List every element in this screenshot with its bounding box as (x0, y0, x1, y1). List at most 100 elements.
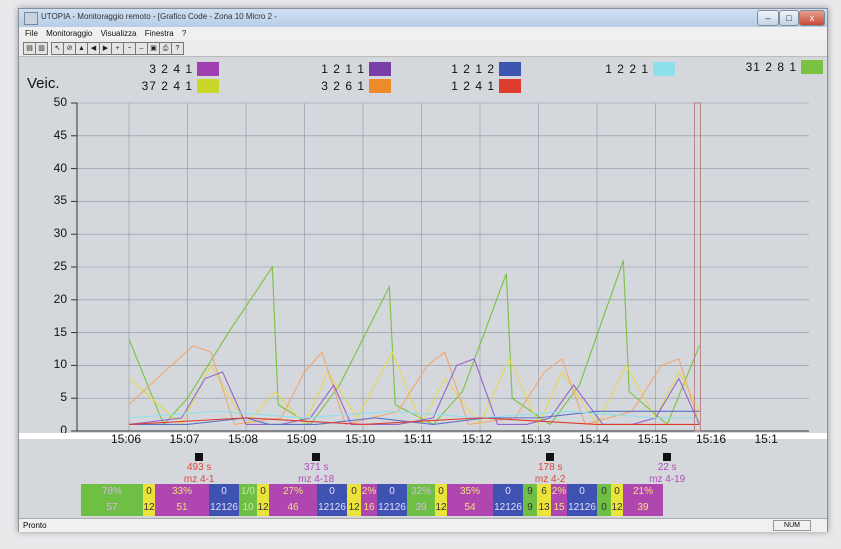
legend-entry: 1 2 1 1 (261, 62, 391, 78)
phase-cell: 0 (597, 500, 611, 516)
y-tick-label: 20 (53, 291, 67, 306)
legend-label: 1 2 1 1 (321, 62, 365, 76)
title-bar[interactable]: UTOPIA - Monitoraggio remoto - [Grafico … (19, 9, 827, 27)
phase-marker[interactable] (663, 453, 672, 461)
phase-marker[interactable] (195, 453, 204, 461)
legend-label: 37 2 4 1 (141, 79, 193, 93)
menu-visualizza[interactable]: Visualizza (100, 29, 137, 38)
phase-cell: 39 (407, 500, 435, 516)
phase-cell: 33% (155, 484, 209, 500)
menu-monitoraggio[interactable]: Monitoraggio (46, 29, 93, 38)
marker-time: 493 s (186, 462, 212, 473)
phase-cell: 12126 (209, 500, 239, 516)
legend-swatch (369, 62, 391, 76)
y-axis-label: Veic. (27, 75, 60, 92)
phase-cell: 12126 (377, 500, 407, 516)
x-tick-label: 15:16 (696, 432, 727, 446)
phase-cell: 12 (435, 500, 447, 516)
menu-help[interactable]: ? (181, 29, 187, 38)
phase-cell: 0 (493, 484, 523, 500)
forward-icon[interactable]: ▶ (99, 42, 112, 55)
phase-cell: 0 (435, 484, 447, 500)
phase-marker[interactable] (312, 453, 321, 461)
legend-entry: 1 2 1 2 (391, 62, 521, 78)
legend-swatch (499, 79, 521, 93)
legend-entry: 3 2 6 1 (261, 79, 391, 95)
close-button[interactable]: x (799, 10, 825, 26)
phase-cell: 13 (537, 500, 551, 516)
phase-marker[interactable] (546, 453, 555, 461)
maximize-button[interactable]: □ (779, 10, 799, 26)
phase-cell: 78% (81, 484, 143, 500)
phase-cell: 0 (611, 484, 623, 500)
phase-cell: 32% (407, 484, 435, 500)
phase-cell: 27% (269, 484, 317, 500)
y-tick-label: 40 (53, 160, 67, 175)
x-tick-label: 15:14 (579, 432, 610, 446)
phase-cell: 12 (143, 500, 155, 516)
queue-chart (71, 102, 809, 432)
phase-cell: 12 (347, 500, 361, 516)
x-tick-label: 15:06 (111, 432, 142, 446)
phase-cell: 0 (257, 484, 269, 500)
phase-cell: 1/0 (239, 484, 257, 500)
status-text: Pronto (23, 521, 47, 530)
x-tick-label: 15:09 (286, 432, 317, 446)
phase-cell: 9 (523, 500, 537, 516)
menu-finestra[interactable]: Finestra (144, 29, 174, 38)
y-tick-label: 0 (60, 423, 67, 437)
y-tick-label: 15 (53, 324, 67, 339)
phase-cell: 12126 (493, 500, 523, 516)
series-line (128, 260, 700, 426)
num-lock-indicator: NUM (773, 520, 811, 531)
legend-swatch (197, 79, 219, 93)
phase-cell: 0 (317, 484, 347, 500)
marker-zone: mz 4-18 (298, 474, 335, 485)
x-tick-label: 15:10 (345, 432, 376, 446)
disk-icon[interactable]: ▣ (147, 42, 160, 55)
phase-cell: 6 (537, 484, 551, 500)
legend-swatch (369, 79, 391, 93)
legend-entry: 3 2 4 1 (89, 62, 219, 78)
legend-swatch (499, 62, 521, 76)
legend-swatch (801, 60, 823, 74)
app-window: UTOPIA - Monitoraggio remoto - [Grafico … (18, 8, 828, 532)
x-tick-label: 15:12 (462, 432, 493, 446)
save-icon[interactable]: ▥ (35, 42, 48, 55)
phase-cell: 10 (239, 500, 257, 516)
help-icon[interactable]: ? (171, 42, 184, 55)
x-tick-label: 15:13 (520, 432, 551, 446)
legend-label: 3 2 6 1 (321, 79, 365, 93)
phase-cell: 0 (567, 484, 597, 500)
menu-file[interactable]: File (25, 29, 38, 38)
phase-cell: 0 (377, 484, 407, 500)
phase-cell: 39 (623, 500, 663, 516)
phase-cell: 12126 (317, 500, 347, 516)
legend-entry: 1 2 2 1 (545, 62, 675, 78)
marker-time: 371 s (303, 462, 329, 473)
y-tick-label: 50 (53, 95, 67, 109)
phase-cell: 57 (81, 500, 143, 516)
series-line (128, 410, 700, 419)
scan-tear (19, 433, 827, 439)
marker-time: 178 s (537, 462, 563, 473)
phase-strip: 78% 0 33% 0 1/0 0 27% 0 0 2% 0 32% 0 35% 0 9 6 2% 0 0 0 21% 57… (81, 484, 691, 518)
marker-zone: mz 4-1 (183, 474, 215, 485)
marker-zone: mz 4-19 (649, 474, 686, 485)
y-tick-label: 10 (53, 357, 67, 372)
x-tick-label: 15:15 (637, 432, 668, 446)
x-tick-label: 15:08 (228, 432, 259, 446)
app-icon (24, 12, 38, 25)
phase-cell: 0 (209, 484, 239, 500)
marker-time: 22 s (657, 462, 677, 473)
legend-label: 1 2 4 1 (451, 79, 495, 93)
phase-cell: 2% (361, 484, 377, 500)
y-tick-label: 35 (53, 193, 67, 208)
legend-entry: 1 2 4 1 (391, 79, 521, 95)
window-title: UTOPIA - Monitoraggio remoto - [Grafico … (41, 12, 277, 21)
phase-cell: 21% (623, 484, 663, 500)
legend-label: 3 2 4 1 (149, 62, 193, 76)
minimize-button[interactable]: – (757, 10, 779, 26)
legend-swatch (653, 62, 675, 76)
phase-cell: 12 (257, 500, 269, 516)
